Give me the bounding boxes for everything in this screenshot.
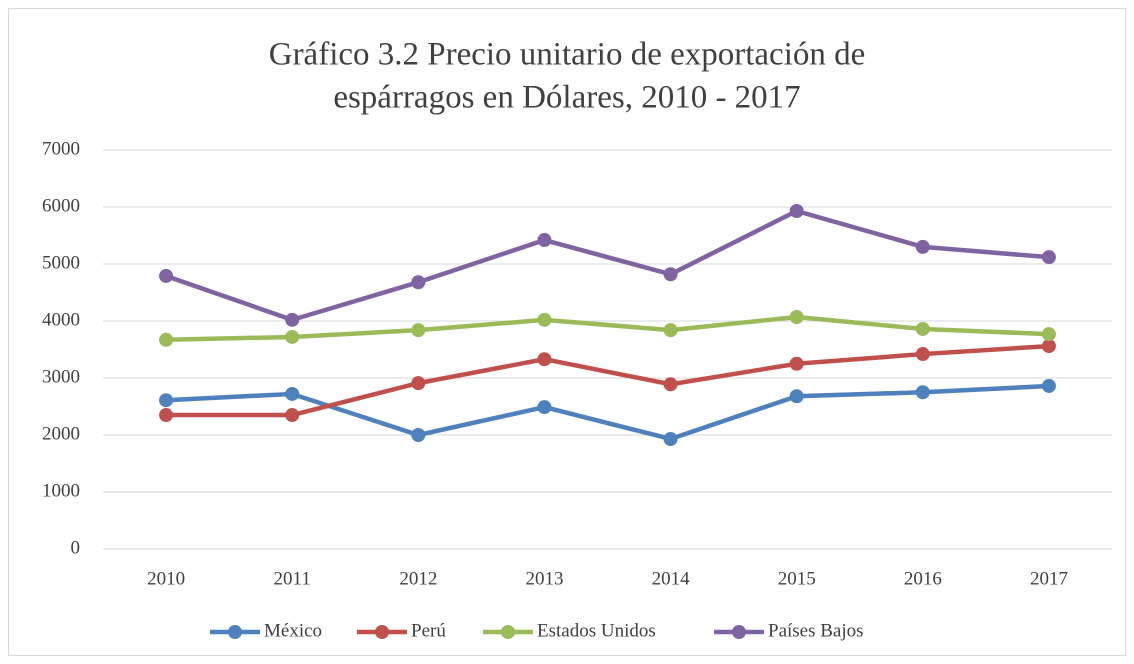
data-point [915, 347, 930, 362]
series-line [166, 343, 1050, 418]
legend-label: Perú [411, 620, 446, 641]
data-point [537, 400, 552, 415]
data-point [915, 321, 930, 336]
data-point [663, 323, 678, 338]
y-tick-label: 4000 [42, 309, 80, 330]
data-point [789, 356, 804, 371]
y-tick-label: 7000 [42, 138, 80, 159]
y-tick-label: 6000 [42, 195, 80, 216]
legend-marker [228, 625, 242, 639]
data-point [159, 268, 174, 283]
series-line [165, 383, 1050, 442]
chart-title: espárragos en Dólares, 2010 - 2017 [333, 80, 800, 116]
data-point [915, 239, 930, 254]
chart-border [8, 8, 1126, 656]
data-point [411, 376, 426, 391]
chart-title: Gráfico 3.2 Precio unitario de exportaci… [269, 37, 866, 73]
legend-label: Estados Unidos [537, 620, 656, 641]
data-point [285, 329, 300, 344]
data-point [915, 385, 930, 400]
x-tick-label: 2010 [147, 568, 185, 589]
data-point [285, 408, 300, 423]
data-point [537, 312, 552, 327]
data-point [789, 389, 804, 404]
data-point [285, 386, 300, 401]
data-point [1041, 378, 1056, 393]
data-point [663, 267, 678, 282]
data-point [663, 431, 678, 446]
x-tick-label: 2012 [399, 568, 437, 589]
x-tick-label: 2013 [525, 568, 563, 589]
data-point [1041, 250, 1056, 265]
x-tick-label: 2014 [652, 568, 691, 589]
data-point [285, 312, 300, 327]
data-point [159, 408, 174, 423]
legend-label: Países Bajos [768, 620, 864, 641]
data-point [537, 352, 552, 367]
x-tick-label: 2011 [274, 568, 311, 589]
y-tick-label: 3000 [42, 366, 80, 387]
data-point [1041, 339, 1056, 354]
legend-marker [501, 625, 515, 639]
data-point [663, 377, 678, 392]
data-point [411, 428, 426, 442]
data-point [789, 203, 804, 218]
data-point [789, 310, 804, 325]
data-point [537, 233, 552, 248]
data-point [159, 332, 174, 347]
y-tick-label: 2000 [42, 423, 80, 444]
data-point [411, 275, 426, 290]
y-tick-label: 1000 [42, 480, 80, 501]
x-tick-label: 2017 [1030, 568, 1068, 589]
legend-label: México [264, 620, 322, 641]
series-line [166, 314, 1050, 343]
data-point [1041, 327, 1056, 342]
legend-marker [732, 625, 746, 639]
data-point [159, 393, 174, 408]
data-point [411, 323, 426, 338]
y-tick-label: 5000 [42, 252, 80, 273]
series-line [165, 208, 1050, 323]
x-tick-label: 2016 [904, 568, 942, 589]
y-tick-label: 0 [71, 537, 81, 558]
legend-marker [375, 625, 389, 639]
x-tick-label: 2015 [778, 568, 816, 589]
